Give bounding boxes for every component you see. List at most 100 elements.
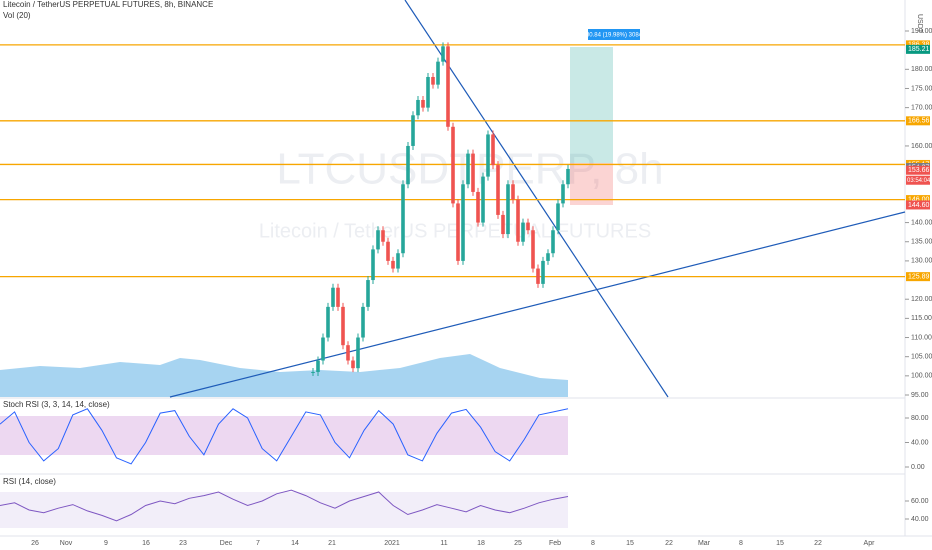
candle	[406, 145, 410, 185]
y-tick-label: 110.00	[911, 334, 932, 341]
candle	[346, 345, 350, 361]
y-tick-label: 80.00	[911, 415, 929, 422]
candle	[351, 360, 355, 369]
candle	[471, 153, 475, 192]
rsi-band	[0, 492, 568, 528]
candle	[501, 214, 505, 235]
candle	[421, 99, 425, 108]
x-tick-label: 14	[291, 540, 299, 547]
position-target	[570, 47, 613, 163]
x-tick-label: 21	[328, 540, 336, 547]
y-tick-label: 100.00	[911, 373, 932, 380]
candle	[486, 134, 490, 177]
candle	[426, 76, 430, 108]
candle	[416, 99, 420, 116]
candle	[481, 176, 485, 223]
candle	[431, 76, 435, 85]
y-tick-label: 135.00	[911, 239, 932, 246]
candle	[391, 260, 395, 269]
x-tick-label: Feb	[549, 540, 561, 547]
y-tick-label: 120.00	[911, 296, 932, 303]
x-tick-label: Dec	[220, 540, 233, 547]
y-tick-label: 95.00	[911, 392, 929, 399]
level-tag	[906, 195, 930, 205]
level-label: 146.00	[908, 196, 930, 203]
y-tick-label: 40.00	[911, 516, 929, 523]
candle	[506, 184, 510, 235]
candle	[536, 268, 540, 284]
x-tick-label: 7	[256, 540, 260, 547]
position-stop	[570, 163, 613, 205]
candle	[331, 287, 335, 307]
candle	[446, 46, 450, 127]
x-tick-label: 15	[626, 540, 634, 547]
y-tick-label: 180.00	[911, 66, 932, 73]
stoch-label: Stoch RSI (3, 3, 14, 14, close)	[3, 400, 110, 409]
price-tag	[906, 165, 930, 175]
x-tick-label: Apr	[864, 540, 876, 547]
candle	[316, 360, 320, 373]
x-tick-label: 8	[739, 540, 743, 547]
candle	[531, 230, 535, 269]
y-tick-label: 0.00	[911, 464, 925, 471]
candle	[466, 153, 470, 185]
position-tag	[588, 29, 640, 40]
candle	[526, 222, 530, 231]
rsi-label: RSI (14, close)	[3, 477, 56, 486]
x-tick-label: 9	[104, 540, 108, 547]
price-tag	[906, 44, 930, 54]
candle	[411, 115, 415, 146]
candle	[311, 372, 315, 374]
candle	[511, 184, 515, 200]
x-tick-label: 2021	[384, 540, 400, 547]
y-tick-label: 60.00	[911, 498, 929, 505]
y-tick-label: 170.00	[911, 104, 932, 111]
y-tick-label: 190.00	[911, 28, 932, 35]
x-tick-label: Mar	[698, 540, 711, 547]
candle	[361, 306, 365, 338]
y-tick-label: 160.00	[911, 143, 932, 150]
watermark: LTCUSDTPERP, 8h	[276, 145, 663, 194]
y-tick-label: 175.00	[911, 85, 932, 92]
trend-line	[169, 211, 906, 398]
candle	[321, 337, 325, 361]
indicator-line	[0, 489, 569, 522]
y-tick-label: 140.00	[911, 219, 932, 226]
candle	[491, 134, 495, 166]
x-tick-label: 18	[477, 540, 485, 547]
candle	[476, 191, 480, 223]
candle	[496, 165, 500, 215]
countdown: 03:54:04	[907, 178, 931, 184]
x-tick-label: Nov	[60, 540, 73, 547]
candle	[441, 46, 445, 62]
countdown-tag	[906, 175, 930, 185]
title: Litecoin / TetherUS PERPETUAL FUTURES, 8…	[3, 0, 213, 9]
price-tag-label: 153.66	[908, 167, 930, 174]
level-tag	[906, 272, 930, 282]
candle	[521, 222, 525, 242]
x-tick-label: 25	[514, 540, 522, 547]
candle	[566, 168, 570, 185]
candle	[366, 280, 370, 307]
candle	[451, 126, 455, 204]
candle	[436, 61, 440, 85]
candle	[326, 306, 330, 338]
currency: USDT	[916, 14, 923, 34]
watermark-sub: Litecoin / TetherUS PERPETUAL FUTURES	[259, 220, 651, 242]
candle	[336, 287, 340, 307]
volume-area	[0, 354, 568, 397]
level-label: 166.56	[908, 118, 930, 125]
candle	[541, 260, 545, 284]
y-tick-label: 105.00	[911, 354, 932, 361]
candle	[546, 253, 550, 261]
x-tick-label: 22	[665, 540, 673, 547]
candle	[381, 230, 385, 242]
y-tick-label: 40.00	[911, 439, 929, 446]
x-tick-label: 23	[179, 540, 187, 547]
candle	[376, 230, 380, 250]
price-tag	[906, 200, 930, 210]
price-tag-label: 144.60	[908, 202, 930, 209]
candle	[386, 241, 390, 261]
